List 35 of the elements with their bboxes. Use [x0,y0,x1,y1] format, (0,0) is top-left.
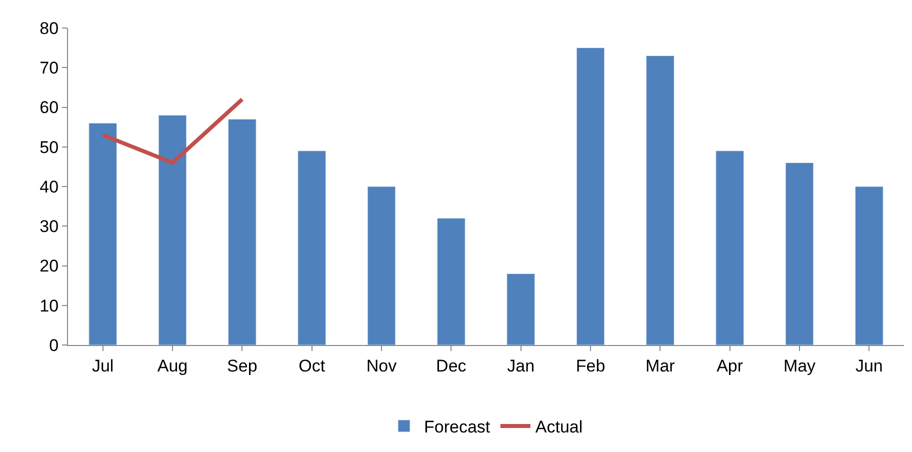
bar [576,48,605,345]
x-tick-label: Mar [646,356,676,376]
bar [436,218,466,345]
bar [367,186,396,345]
legend-label: Forecast [424,418,490,437]
bar [298,150,326,345]
bar [88,122,118,345]
bar [646,55,674,345]
bar [158,114,187,345]
y-tick-label: 0 [49,336,59,355]
x-tick-label: Sep [227,356,258,376]
y-tick-label: 30 [40,217,59,236]
bar [228,118,256,345]
legend-label: Actual [535,418,583,437]
y-tick-label: 50 [40,138,59,157]
y-tick-label: 60 [40,98,59,118]
y-tick-label: 20 [40,256,59,276]
x-tick-label: Aug [157,356,188,376]
y-tick-label: 40 [40,177,59,196]
y-tick-label: 70 [40,58,59,78]
x-tick-label: May [783,356,816,376]
x-tick-label: Apr [716,356,744,376]
x-tick-label: Jun [855,356,883,376]
bar [785,162,814,345]
x-tick-label: Feb [576,356,606,376]
x-tick-label: Jul [92,356,114,376]
bar [506,273,536,345]
x-tick-label: Nov [366,356,398,376]
bar [854,186,884,345]
x-tick-label: Jan [507,356,535,376]
y-tick-label: 80 [40,18,59,38]
y-tick-label: 10 [40,296,59,316]
x-tick-label: Dec [436,356,467,376]
bar [716,150,744,345]
x-tick-label: Oct [298,356,326,376]
